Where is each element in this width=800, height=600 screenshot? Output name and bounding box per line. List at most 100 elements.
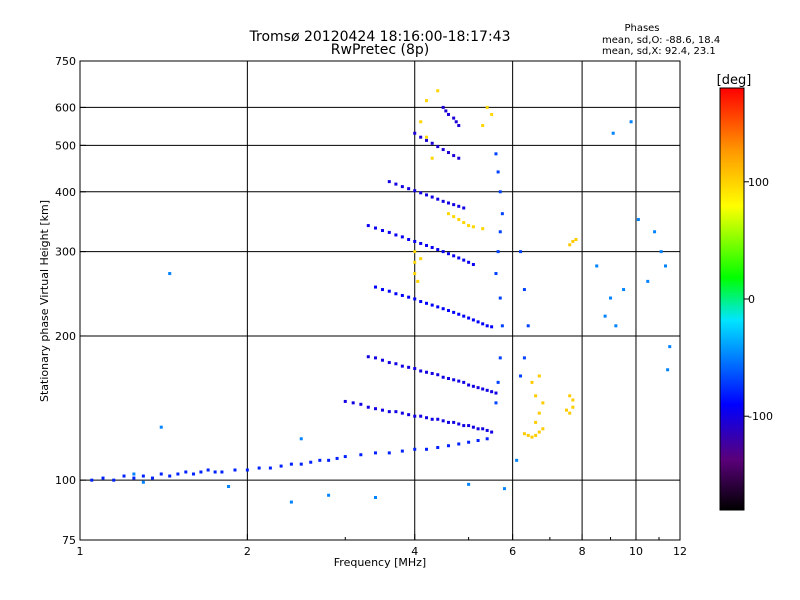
- x-tick-label: 12: [673, 545, 687, 558]
- data-point: [199, 470, 203, 474]
- data-point: [122, 474, 126, 478]
- data-point: [522, 288, 526, 292]
- y-tick-label: 500: [55, 139, 76, 152]
- data-point: [454, 120, 458, 124]
- data-point: [413, 131, 417, 135]
- data-point: [419, 191, 423, 195]
- data-point: [666, 368, 670, 372]
- data-point: [425, 138, 429, 142]
- data-point: [467, 482, 471, 486]
- data-point: [359, 453, 363, 457]
- data-point: [519, 374, 523, 378]
- x-tick-label: 2: [244, 545, 251, 558]
- x-tick-label: 10: [629, 545, 643, 558]
- data-point: [571, 405, 575, 409]
- data-point: [457, 218, 461, 222]
- data-point: [400, 185, 404, 189]
- data-point: [380, 408, 384, 412]
- data-point: [430, 195, 434, 199]
- data-point: [494, 152, 498, 156]
- data-point: [168, 272, 172, 276]
- data-point: [603, 314, 607, 318]
- data-point: [407, 295, 411, 299]
- y-tick-label: 750: [55, 55, 76, 68]
- data-point: [530, 380, 534, 384]
- data-point: [373, 226, 377, 230]
- stats-header: Phases: [624, 23, 659, 34]
- data-point: [419, 369, 423, 373]
- data-point: [452, 116, 456, 120]
- data-point: [467, 383, 471, 387]
- data-point: [366, 355, 370, 359]
- data-point: [191, 472, 195, 476]
- data-point: [430, 417, 434, 421]
- data-point: [494, 401, 498, 405]
- data-point: [609, 296, 613, 300]
- data-point: [132, 472, 136, 476]
- data-point: [168, 474, 172, 478]
- data-point: [522, 432, 526, 436]
- data-point: [419, 300, 423, 304]
- data-point: [522, 356, 526, 360]
- data-point: [359, 402, 363, 406]
- data-point: [500, 324, 504, 328]
- data-point: [419, 135, 423, 139]
- data-point: [394, 233, 398, 237]
- data-point: [595, 264, 599, 268]
- data-point: [444, 109, 448, 113]
- data-point: [430, 156, 434, 160]
- data-point: [400, 411, 404, 415]
- data-point: [436, 197, 440, 201]
- data-point: [476, 386, 480, 390]
- data-point: [436, 248, 440, 252]
- data-point: [90, 478, 94, 482]
- data-point: [452, 378, 456, 382]
- y-tick-label: 600: [55, 101, 76, 114]
- data-point: [373, 451, 377, 455]
- data-point: [481, 227, 485, 231]
- data-point: [327, 493, 331, 497]
- data-point: [446, 201, 450, 205]
- data-point: [663, 264, 667, 268]
- x-tick-label: 4: [411, 545, 418, 558]
- data-point: [457, 422, 461, 426]
- plot-frame: [79, 60, 681, 541]
- data-point: [413, 447, 417, 451]
- data-point: [541, 401, 545, 405]
- data-point: [257, 466, 261, 470]
- data-point: [430, 141, 434, 145]
- data-point: [476, 439, 480, 443]
- data-point: [490, 430, 494, 434]
- data-point: [496, 170, 500, 174]
- data-point: [425, 447, 429, 451]
- data-point: [467, 424, 471, 428]
- data-point: [387, 230, 391, 234]
- data-point: [571, 398, 575, 402]
- data-point: [425, 99, 429, 103]
- data-point: [485, 428, 489, 432]
- data-point: [394, 292, 398, 296]
- data-point: [457, 156, 461, 160]
- data-point: [446, 377, 450, 381]
- data-point: [452, 254, 456, 258]
- colorbar: [719, 87, 745, 511]
- data-point: [425, 370, 429, 374]
- data-point: [407, 365, 411, 369]
- data-point: [425, 301, 429, 305]
- data-point: [366, 224, 370, 228]
- data-point: [537, 374, 541, 378]
- data-point: [289, 500, 293, 504]
- y-axis-ticks: 75 100 200 300 400 500 600 750: [55, 55, 86, 547]
- data-point: [213, 470, 217, 474]
- stats-o-mode: mean, sd,O: -88.6, 18.4: [602, 35, 720, 46]
- data-point: [467, 224, 471, 228]
- data-point: [494, 272, 498, 276]
- data-point: [496, 380, 500, 384]
- data-point: [387, 451, 391, 455]
- data-point: [436, 89, 440, 93]
- data-point: [646, 279, 650, 283]
- data-point: [206, 468, 210, 472]
- data-point: [279, 464, 283, 468]
- data-point: [526, 324, 530, 328]
- data-point: [441, 105, 445, 109]
